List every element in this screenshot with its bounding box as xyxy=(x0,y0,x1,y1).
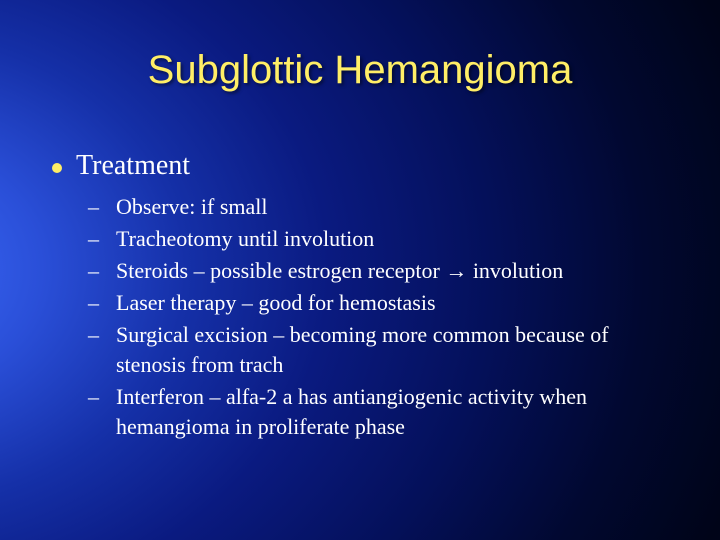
slide: Subglottic Hemangioma Treatment – Observ… xyxy=(0,0,720,540)
list-level1-item: Treatment xyxy=(52,150,680,182)
dash-icon: – xyxy=(88,382,102,412)
list-item-text: Observe: if small xyxy=(116,192,268,222)
list-item-text: Interferon – alfa-2 a has antiangiogenic… xyxy=(116,382,680,442)
list-item-text: Laser therapy – good for hemostasis xyxy=(116,288,436,318)
list-item: – Laser therapy – good for hemostasis xyxy=(88,288,680,318)
dash-icon: – xyxy=(88,288,102,318)
bullet-icon xyxy=(52,163,62,173)
dash-icon: – xyxy=(88,320,102,350)
dash-icon: – xyxy=(88,192,102,222)
list-item: – Steroids – possible estrogen receptor … xyxy=(88,256,680,286)
slide-content: Treatment – Observe: if small – Tracheot… xyxy=(52,150,680,444)
list-level1-text: Treatment xyxy=(76,150,190,182)
slide-title: Subglottic Hemangioma xyxy=(0,48,720,93)
list-item-text: Tracheotomy until involution xyxy=(116,224,374,254)
list-item: – Tracheotomy until involution xyxy=(88,224,680,254)
list-item-text: Surgical excision – becoming more common… xyxy=(116,320,680,380)
list-item: – Interferon – alfa-2 a has antiangiogen… xyxy=(88,382,680,442)
list-item-text: Steroids – possible estrogen receptor → … xyxy=(116,256,563,286)
list-item: – Observe: if small xyxy=(88,192,680,222)
dash-icon: – xyxy=(88,224,102,254)
list-item: – Surgical excision – becoming more comm… xyxy=(88,320,680,380)
dash-icon: – xyxy=(88,256,102,286)
list-level2: – Observe: if small – Tracheotomy until … xyxy=(88,192,680,442)
